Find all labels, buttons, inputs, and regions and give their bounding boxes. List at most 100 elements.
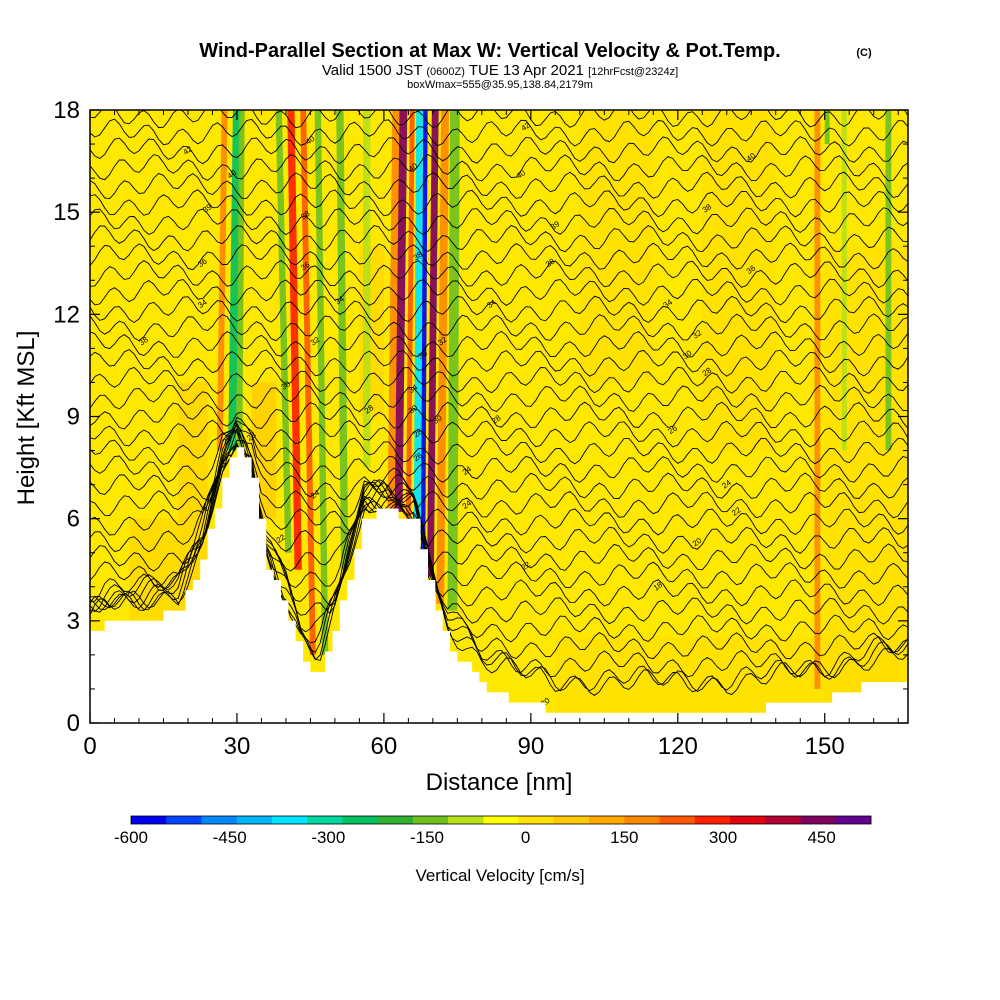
terrain xyxy=(90,447,908,723)
y-tick-label: 9 xyxy=(67,404,80,431)
colorbar-swatch xyxy=(377,816,414,824)
colorbar-swatch xyxy=(800,816,837,824)
theta-contour-line xyxy=(90,401,908,430)
theta-contour-line xyxy=(90,278,908,306)
theta-contour-line xyxy=(90,330,908,359)
velocity-band xyxy=(405,110,415,519)
colorbar-swatch xyxy=(765,816,801,824)
colorbar-tick-label: -450 xyxy=(213,828,247,847)
theta-contour-line xyxy=(90,110,908,129)
y-axis: 0 3 6 9 12 15 18 xyxy=(53,97,908,737)
colorbar-tick-label: -150 xyxy=(410,828,444,847)
colorbar-swatch xyxy=(659,816,696,824)
theta-contour-line xyxy=(90,431,908,519)
colorbar: -600 -450 -300 -150 0 150 300 450 xyxy=(114,815,872,847)
theta-contour-line xyxy=(90,366,908,395)
velocity-band xyxy=(885,110,892,451)
velocity-bands xyxy=(216,110,892,689)
y-tick-label: 15 xyxy=(53,199,80,226)
theta-contour-line xyxy=(90,444,908,678)
theta-contour-line xyxy=(90,427,908,589)
theta-contour-line xyxy=(90,295,908,324)
velocity-band xyxy=(336,110,349,570)
valid-zulu: (0600Z) xyxy=(426,66,465,78)
colorbar-tick-label: -600 xyxy=(114,828,148,847)
theta-contour-line xyxy=(90,153,908,182)
plot-area: 4240393634383028262240383634322824403836… xyxy=(90,110,908,723)
theta-contour-line xyxy=(90,313,908,342)
x-tick-label: 0 xyxy=(83,733,96,760)
velocity-band xyxy=(228,110,241,451)
theta-contour-line xyxy=(90,444,908,643)
y-axis-label: Height [Kft MSL] xyxy=(13,331,40,506)
colorbar-swatch xyxy=(307,816,343,824)
colorbar-swatch xyxy=(589,816,625,824)
velocity-band xyxy=(420,110,428,553)
y-tick-label: 12 xyxy=(53,301,80,328)
theta-contour-line xyxy=(90,207,908,236)
colorbar-swatch xyxy=(553,816,590,824)
theta-contour-line xyxy=(90,442,908,693)
chart-title: Wind-Parallel Section at Max W: Vertical… xyxy=(199,40,780,62)
texture-patch xyxy=(824,246,908,723)
colorbar-tick-label: 0 xyxy=(521,828,530,847)
forecast-info: [12hrFcst@2324z] xyxy=(588,66,678,78)
theta-contour-line xyxy=(90,259,908,289)
velocity-band xyxy=(394,110,408,512)
texture-patch xyxy=(579,110,654,383)
velocity-band xyxy=(814,110,821,689)
velocity-band xyxy=(236,110,245,451)
colorbar-swatch xyxy=(518,816,555,824)
theta-contour-line xyxy=(90,171,908,200)
colorbar-swatch xyxy=(694,816,731,824)
theta-contour-line xyxy=(90,118,908,147)
theta-contours xyxy=(90,110,908,696)
velocity-band xyxy=(447,110,460,611)
velocity-band xyxy=(300,110,316,655)
velocity-band xyxy=(387,110,400,512)
theta-contour-line xyxy=(90,439,908,607)
theta-contour-line xyxy=(90,384,908,413)
colorbar-swatch xyxy=(166,816,202,824)
colorbar-swatch xyxy=(483,816,519,824)
velocity-band xyxy=(287,110,302,570)
theta-contour-line xyxy=(90,348,908,377)
theta-contour-line xyxy=(90,136,908,165)
colorbar-swatch xyxy=(835,816,872,824)
y-tick-label: 0 xyxy=(67,710,80,737)
copyright-mark: (C) xyxy=(856,47,872,59)
valid-date: TUE 13 Apr 2021 xyxy=(469,62,584,79)
y-tick-label: 3 xyxy=(67,608,80,635)
theta-contour-line xyxy=(90,422,908,572)
valid-time-line: Valid 1500 JST (0600Z) TUE 13 Apr 2021 [… xyxy=(322,62,678,79)
box-info: boxWmax=555@35.95,138.84,2179m xyxy=(407,79,593,91)
theta-contour-line xyxy=(90,242,908,271)
colorbar-tick-label: 450 xyxy=(807,828,835,847)
x-tick-label: 150 xyxy=(805,733,845,760)
colorbar-swatch xyxy=(201,816,238,824)
theta-contour-line xyxy=(90,423,908,554)
theta-contour-line xyxy=(90,189,908,218)
colorbar-swatch xyxy=(624,816,660,824)
colorbar-swatch xyxy=(236,816,273,824)
texture-patch xyxy=(702,110,776,451)
colorbar-swatch xyxy=(448,816,484,824)
x-axis-label: Distance [nm] xyxy=(426,769,573,796)
velocity-band xyxy=(426,110,439,577)
theta-contour-line xyxy=(90,444,908,660)
theta-contour-line xyxy=(90,224,908,253)
colorbar-outline xyxy=(130,815,872,825)
x-axis: 0 30 60 90 120 150 xyxy=(83,110,899,760)
texture-patch xyxy=(359,246,384,417)
colorbar-swatch xyxy=(271,816,308,824)
colorbar-tick-label: 300 xyxy=(709,828,737,847)
theta-contour-line xyxy=(90,428,908,536)
colorbar-tick-label: 150 xyxy=(610,828,638,847)
x-tick-label: 90 xyxy=(517,733,544,760)
colorbar-tick-label: -300 xyxy=(311,828,345,847)
colorbar-label: Vertical Velocity [cm/s] xyxy=(415,866,584,885)
velocity-band xyxy=(363,110,371,468)
colorbar-swatch xyxy=(342,816,378,824)
theta-contour-line xyxy=(90,443,908,696)
